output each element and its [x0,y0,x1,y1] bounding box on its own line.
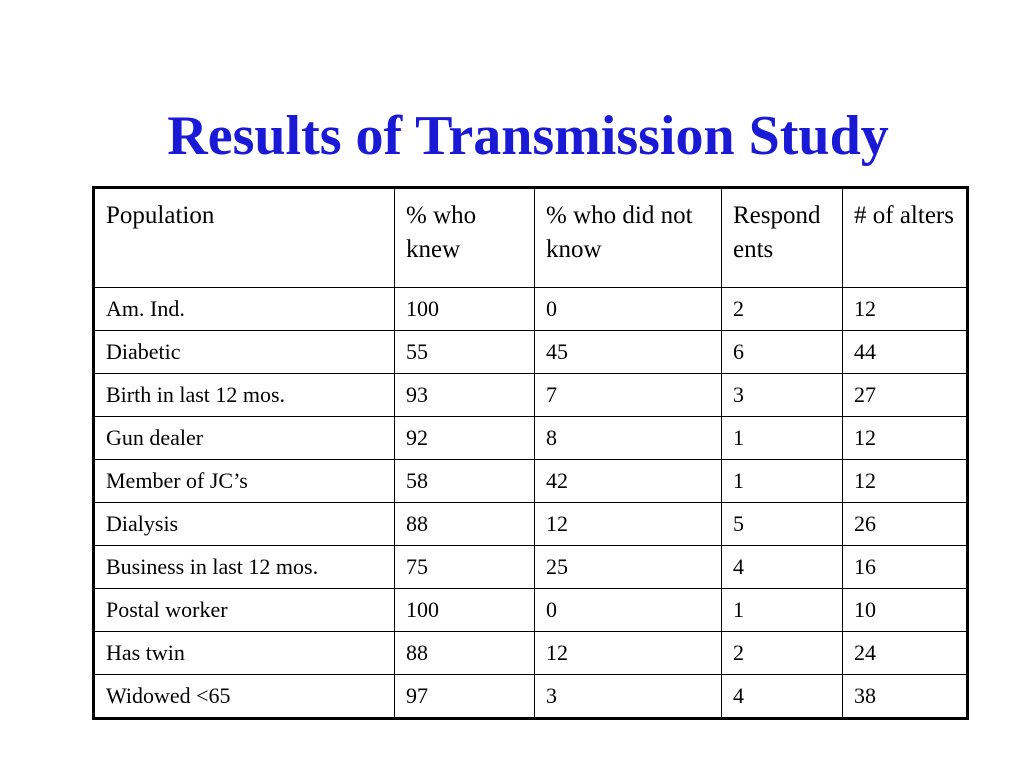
slide-title: Results of Transmission Study [167,104,889,167]
cell-pct-not-know: 42 [534,459,722,503]
table-row: Postal worker 100 0 1 10 [93,588,968,632]
table-body: Am. Ind. 100 0 2 12 Diabetic 55 45 6 44 … [93,287,968,719]
table-row: Dialysis 88 12 5 26 [93,502,968,546]
cell-alters: 24 [842,631,968,675]
cell-pct-not-know: 12 [534,631,722,675]
cell-respondents: 2 [721,631,843,675]
cell-respondents: 5 [721,502,843,546]
cell-population: Am. Ind. [93,287,395,331]
table-header-row: Population % who knew % who did not know… [93,187,968,288]
cell-alters: 12 [842,459,968,503]
cell-pct-knew: 88 [394,631,535,675]
table-row: Widowed <65 97 3 4 38 [93,674,968,719]
cell-respondents: 3 [721,373,843,417]
cell-alters: 38 [842,674,968,719]
cell-respondents: 4 [721,545,843,589]
cell-respondents: 6 [721,330,843,374]
results-table: Population % who knew % who did not know… [92,186,969,720]
cell-pct-not-know: 25 [534,545,722,589]
cell-population: Dialysis [93,502,395,546]
header-respondents: Respond ents [721,187,843,288]
table-row: Gun dealer 92 8 1 12 [93,416,968,460]
cell-population: Diabetic [93,330,395,374]
cell-pct-knew: 100 [394,588,535,632]
cell-pct-not-know: 0 [534,588,722,632]
cell-pct-knew: 92 [394,416,535,460]
cell-population: Postal worker [93,588,395,632]
cell-population: Birth in last 12 mos. [93,373,395,417]
cell-alters: 12 [842,416,968,460]
cell-alters: 10 [842,588,968,632]
header-pct-knew: % who knew [394,187,535,288]
table-row: Member of JC’s 58 42 1 12 [93,459,968,503]
table-row: Business in last 12 mos. 75 25 4 16 [93,545,968,589]
cell-pct-not-know: 12 [534,502,722,546]
cell-pct-knew: 58 [394,459,535,503]
header-population: Population [93,187,395,288]
cell-respondents: 1 [721,588,843,632]
cell-pct-knew: 88 [394,502,535,546]
header-alters: # of alters [842,187,968,288]
header-pct-not-know: % who did not know [534,187,722,288]
table-row: Am. Ind. 100 0 2 12 [93,287,968,331]
cell-pct-not-know: 7 [534,373,722,417]
cell-alters: 26 [842,502,968,546]
cell-pct-knew: 100 [394,287,535,331]
cell-pct-not-know: 8 [534,416,722,460]
cell-respondents: 2 [721,287,843,331]
cell-pct-knew: 97 [394,674,535,719]
cell-pct-not-know: 0 [534,287,722,331]
table-row: Birth in last 12 mos. 93 7 3 27 [93,373,968,417]
cell-population: Gun dealer [93,416,395,460]
cell-pct-knew: 55 [394,330,535,374]
cell-population: Has twin [93,631,395,675]
cell-respondents: 1 [721,459,843,503]
cell-alters: 44 [842,330,968,374]
table-row: Has twin 88 12 2 24 [93,631,968,675]
cell-population: Business in last 12 mos. [93,545,395,589]
cell-pct-not-know: 3 [534,674,722,719]
cell-pct-knew: 75 [394,545,535,589]
cell-alters: 16 [842,545,968,589]
cell-alters: 27 [842,373,968,417]
cell-population: Member of JC’s [93,459,395,503]
cell-respondents: 4 [721,674,843,719]
cell-population: Widowed <65 [93,674,395,719]
table-header: Population % who knew % who did not know… [93,187,968,288]
cell-alters: 12 [842,287,968,331]
cell-pct-knew: 93 [394,373,535,417]
cell-respondents: 1 [721,416,843,460]
table-row: Diabetic 55 45 6 44 [93,330,968,374]
cell-pct-not-know: 45 [534,330,722,374]
